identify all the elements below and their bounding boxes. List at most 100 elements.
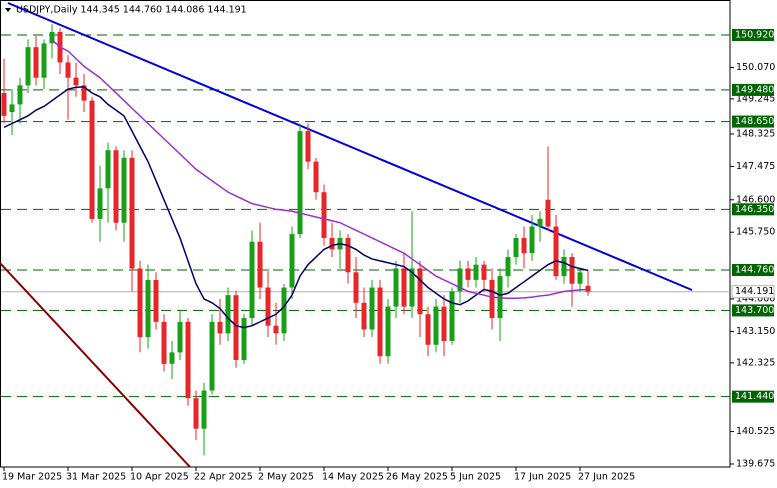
candle-body <box>513 237 519 258</box>
menu-arrow <box>5 8 11 12</box>
candle-body <box>457 268 463 292</box>
candle-body <box>353 272 359 303</box>
candle-body <box>553 226 559 277</box>
x-tick-label: 27 Jun 2025 <box>578 472 635 483</box>
y-tick-label: 143.150 <box>736 326 775 337</box>
candle-body <box>249 241 255 319</box>
plot-frame <box>0 0 731 468</box>
candle-body <box>545 199 551 227</box>
candle-body <box>289 234 295 288</box>
x-tick-label: 22 Apr 2025 <box>194 472 253 483</box>
candle-body <box>137 268 143 338</box>
trend-line-upper <box>7 2 693 291</box>
levels <box>1 34 730 398</box>
level-label: 149.480 <box>735 84 774 95</box>
candle-body <box>369 287 375 330</box>
candle-body <box>361 302 367 330</box>
candle-body <box>145 279 151 338</box>
candle-body <box>569 257 575 284</box>
candle-body <box>121 157 127 223</box>
level-label-box <box>732 28 774 41</box>
candle-body <box>225 295 231 334</box>
candle-body <box>49 31 55 44</box>
candle-body <box>561 257 567 277</box>
chart-title: USDJPY,Daily 144.345 144.760 144.086 144… <box>16 5 247 16</box>
bid-label: 144.191 <box>735 286 774 297</box>
level-label: 148.650 <box>735 116 774 127</box>
candle-body <box>17 85 23 105</box>
candle-body <box>393 268 399 307</box>
level-label: 150.920 <box>735 29 774 40</box>
candle-body <box>41 43 47 78</box>
y-tick-label: 140.525 <box>736 426 775 437</box>
y-tick-label: 144.000 <box>736 293 775 304</box>
candle-body <box>409 268 415 307</box>
candle-body <box>265 287 271 326</box>
candle-body <box>113 150 119 223</box>
candle-body <box>577 272 583 284</box>
candle-body <box>9 104 15 113</box>
candle-body <box>273 325 279 334</box>
candle-body <box>217 321 223 334</box>
y-tick-label: 139.675 <box>736 458 775 469</box>
price-axis: 150.070 149.245 148.325 147.475 146.600 145.7… <box>730 28 775 469</box>
candle-body <box>257 241 263 288</box>
candle-body <box>305 131 311 162</box>
candle-body <box>521 237 527 254</box>
level-label: 144.760 <box>735 264 774 275</box>
candle-body <box>385 306 391 357</box>
candle-body <box>81 85 87 101</box>
candle-body <box>345 237 351 273</box>
candle-body <box>441 306 447 341</box>
x-tick-label: 26 May 2025 <box>386 472 448 483</box>
y-tick-label: 142.325 <box>736 357 775 368</box>
candle-body <box>497 276 503 319</box>
level-label-box <box>732 304 774 317</box>
candle-body <box>89 100 95 219</box>
candle-body <box>529 226 535 254</box>
y-tick-label: 149.245 <box>736 93 775 104</box>
level-label-box <box>732 83 774 96</box>
x-tick-label: 19 Mar 2025 <box>2 472 62 483</box>
candle-body <box>233 295 239 361</box>
candle-body <box>33 47 39 78</box>
level-label-box <box>732 203 774 216</box>
candle-body <box>1 92 7 116</box>
candle-body <box>105 150 111 189</box>
candle-body <box>73 77 79 86</box>
candle-body <box>209 321 215 391</box>
candle-body <box>505 257 511 277</box>
candle-body <box>321 192 327 238</box>
candle-body <box>377 287 383 357</box>
candle-body <box>313 161 319 193</box>
moving-average <box>51 39 589 299</box>
bid-label-box <box>731 285 775 299</box>
candle-body <box>169 352 175 364</box>
candle-body <box>161 321 167 364</box>
candle-body <box>297 131 303 235</box>
x-tick-label: 31 Mar 2025 <box>66 472 126 483</box>
candles <box>1 24 591 456</box>
candle-body <box>201 390 207 429</box>
moving-averages <box>3 39 589 329</box>
candle-body <box>417 268 423 315</box>
candle-body <box>193 398 199 429</box>
candle-body <box>177 321 183 353</box>
candle-body <box>473 264 479 280</box>
level-label: 143.700 <box>735 305 774 316</box>
candle-body <box>25 47 31 86</box>
level-label-box <box>732 115 774 128</box>
level-label-box <box>732 390 774 403</box>
candle-body <box>585 285 591 292</box>
x-tick-label: 10 Apr 2025 <box>130 472 189 483</box>
y-tick-label: 146.600 <box>736 194 775 205</box>
y-tick-label: 148.325 <box>736 128 775 139</box>
level-label-box <box>732 263 774 276</box>
candle-body <box>433 306 439 345</box>
y-tick-label: 147.475 <box>736 161 775 172</box>
candle-body <box>481 264 487 280</box>
candle-body <box>281 287 287 334</box>
level-label: 141.440 <box>735 391 774 402</box>
